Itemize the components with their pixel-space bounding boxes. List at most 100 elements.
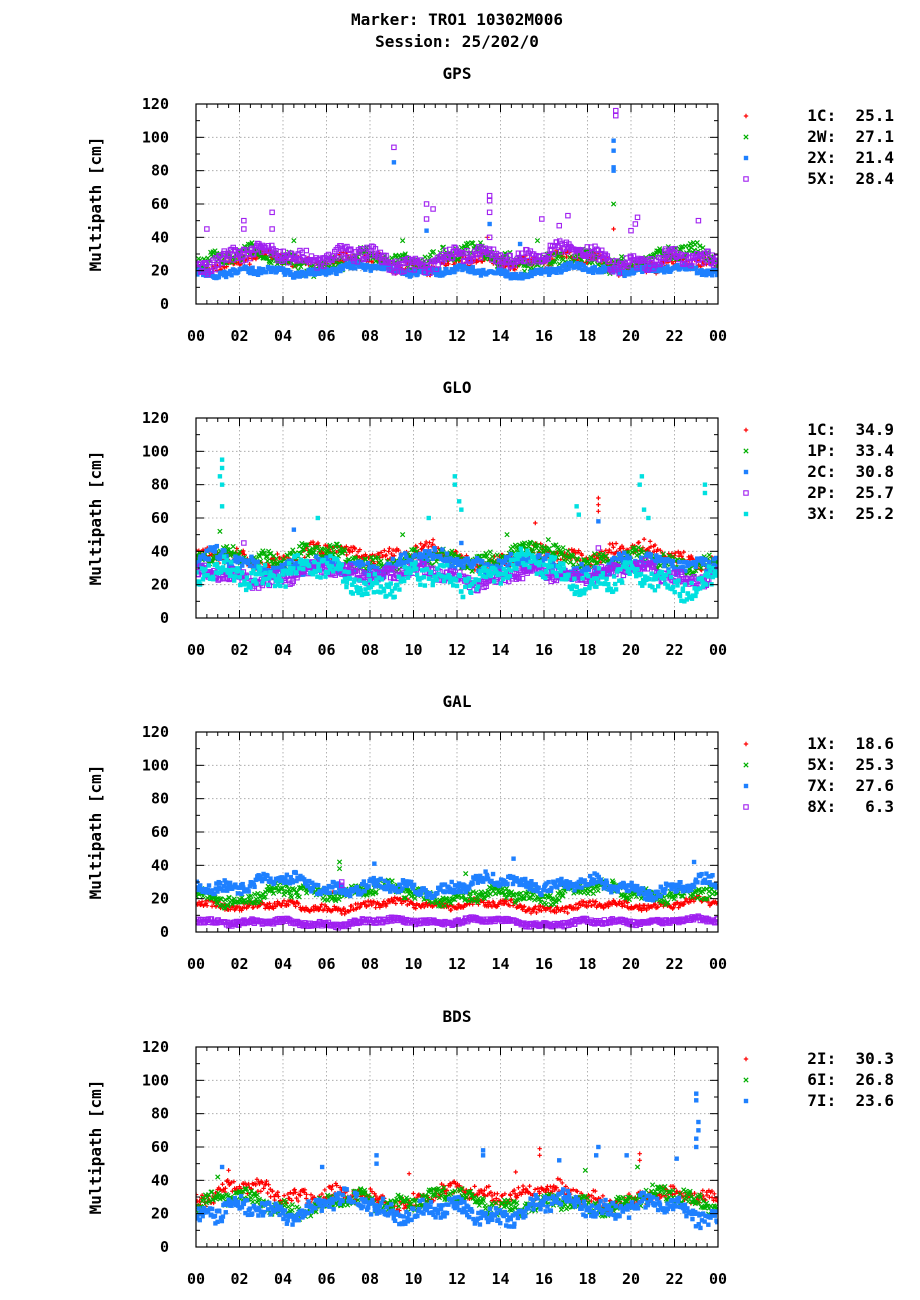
data-point: [474, 251, 480, 258]
data-point: [639, 474, 645, 479]
data-point: [621, 550, 627, 556]
y-axis-label: Multipath [cm]: [86, 451, 105, 586]
data-point: [619, 553, 624, 558]
data-point: [564, 254, 569, 260]
data-point: [700, 584, 706, 589]
data-point: [610, 201, 617, 207]
data-point: [675, 262, 680, 268]
data-point: [504, 532, 510, 538]
data-point: [323, 574, 328, 579]
data-point: [606, 581, 611, 587]
data-point: [698, 565, 704, 571]
data-point: [620, 564, 626, 569]
legend-marker: [743, 134, 749, 140]
data-point: [345, 264, 351, 270]
data-point: [589, 577, 595, 583]
data-point: [619, 580, 625, 585]
data-point: [713, 257, 718, 263]
data-point: [634, 264, 640, 271]
data-point: [199, 566, 204, 571]
data-point: [582, 252, 588, 258]
data-point: [422, 271, 428, 276]
data-point: [409, 561, 415, 567]
data-point: [280, 569, 285, 574]
data-point: [596, 566, 602, 571]
data-point: [334, 557, 340, 562]
data-point: [444, 575, 449, 580]
data-point: [227, 573, 233, 579]
data-point: [219, 504, 225, 509]
data-point: [499, 571, 505, 577]
data-point: [403, 551, 408, 556]
data-point: [424, 228, 429, 233]
data-point: [558, 568, 563, 574]
data-point: [597, 267, 603, 272]
data-point: [196, 579, 202, 584]
data-point: [525, 548, 530, 553]
data-point: [553, 239, 560, 245]
data-point: [486, 197, 493, 204]
data-point: [596, 519, 601, 524]
data-point: [365, 560, 371, 566]
data-point: [427, 576, 432, 581]
figure-title-line2: Session: 25/202/0: [375, 32, 539, 51]
data-point: [469, 561, 474, 567]
data-point: [264, 558, 271, 564]
data-point: [494, 552, 500, 558]
data-point: [268, 242, 275, 249]
data-point: [546, 564, 552, 570]
data-point: [230, 567, 236, 572]
data-point: [547, 558, 553, 564]
data-point: [589, 254, 596, 260]
x-tick-label: 06: [317, 327, 335, 345]
data-point: [268, 260, 274, 266]
data-point: [424, 566, 430, 572]
data-point: [311, 267, 317, 272]
data-point: [402, 565, 408, 570]
data-point: [467, 266, 472, 271]
data-point: [521, 552, 526, 557]
data-point: [647, 583, 653, 588]
data-point: [657, 563, 663, 569]
data-point: [441, 578, 447, 584]
data-point: [596, 502, 601, 507]
data-point: [359, 262, 365, 267]
data-point: [648, 256, 654, 262]
data-point: [485, 562, 490, 567]
data-point: [253, 256, 259, 262]
data-point: [371, 590, 377, 595]
data-point: [444, 266, 449, 272]
data-point: [571, 583, 576, 588]
data-point: [286, 561, 292, 566]
data-point: [347, 576, 353, 581]
data-point: [477, 571, 483, 577]
data-point: [216, 275, 222, 280]
data-point: [650, 584, 655, 590]
data-point: [248, 563, 253, 569]
data-point: [579, 262, 584, 268]
data-point: [351, 561, 356, 566]
data-point: [242, 579, 247, 584]
data-point: [225, 547, 232, 553]
data-point: [612, 264, 617, 270]
data-point: [219, 552, 224, 557]
data-point: [536, 547, 542, 554]
data-point: [384, 258, 391, 265]
data-point: [212, 266, 218, 273]
data-point: [603, 581, 608, 586]
data-point: [658, 548, 663, 553]
data-point: [594, 576, 599, 581]
data-point: [291, 238, 297, 244]
data-point: [625, 263, 632, 269]
data-point: [358, 588, 363, 593]
data-point: [367, 264, 373, 269]
data-point: [232, 578, 237, 583]
data-point: [539, 267, 545, 272]
x-tick-label: 16: [535, 327, 553, 345]
data-point: [219, 568, 224, 573]
data-point: [203, 567, 208, 572]
data-point: [687, 266, 692, 271]
data-point: [264, 576, 269, 582]
data-point: [646, 515, 651, 521]
